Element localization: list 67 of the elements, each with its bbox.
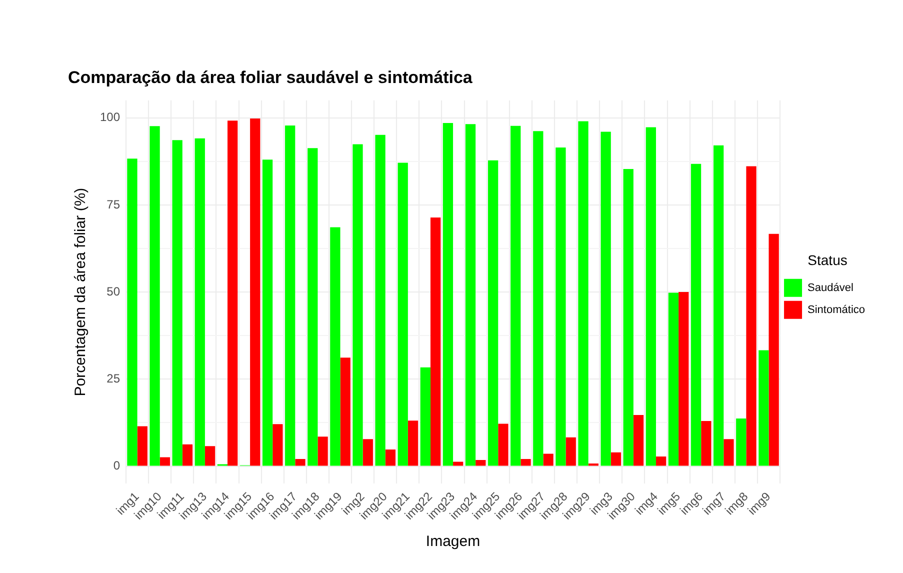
legend-title: Status bbox=[808, 252, 848, 268]
bar bbox=[160, 457, 170, 466]
bar bbox=[646, 127, 656, 466]
x-axis-title: Imagem bbox=[426, 533, 480, 550]
bar bbox=[262, 160, 273, 466]
bar bbox=[228, 120, 238, 466]
bar bbox=[420, 367, 430, 466]
bar bbox=[285, 125, 296, 466]
bar bbox=[678, 292, 689, 466]
bar bbox=[758, 350, 769, 466]
bar bbox=[588, 463, 598, 466]
bar bbox=[724, 439, 734, 466]
bar bbox=[308, 148, 318, 466]
bar bbox=[385, 450, 396, 466]
bar bbox=[318, 436, 328, 466]
bar bbox=[656, 456, 666, 466]
bar bbox=[768, 234, 779, 466]
bar bbox=[746, 166, 756, 466]
chart-title: Comparação da área foliar saudável e sintomática bbox=[68, 68, 473, 87]
bar bbox=[172, 140, 182, 466]
bar bbox=[137, 426, 148, 466]
bar bbox=[398, 162, 408, 466]
bar bbox=[714, 145, 724, 466]
bar bbox=[375, 134, 386, 466]
bar bbox=[488, 160, 498, 466]
bar bbox=[533, 131, 544, 466]
y-tick-label: 0 bbox=[113, 458, 120, 473]
bar bbox=[408, 420, 418, 466]
y-tick-label: 75 bbox=[106, 197, 120, 212]
bar bbox=[736, 418, 746, 466]
bar bbox=[668, 292, 679, 466]
bar bbox=[600, 132, 611, 466]
y-tick-label: 25 bbox=[106, 371, 120, 386]
bar bbox=[633, 415, 644, 466]
y-tick-label: 100 bbox=[100, 110, 120, 124]
bar bbox=[476, 460, 486, 466]
bar bbox=[362, 439, 373, 466]
bar bbox=[442, 123, 454, 466]
bar bbox=[690, 164, 702, 466]
bar bbox=[623, 169, 634, 466]
bar bbox=[701, 420, 712, 466]
y-tick-label: 50 bbox=[106, 284, 120, 298]
bar bbox=[566, 437, 576, 466]
bar bbox=[556, 147, 566, 466]
bar bbox=[204, 446, 216, 466]
bar bbox=[430, 217, 441, 466]
bar bbox=[498, 424, 508, 466]
bar bbox=[510, 126, 521, 466]
bar bbox=[182, 444, 193, 466]
bar bbox=[520, 458, 531, 466]
bar bbox=[453, 462, 464, 466]
bar bbox=[250, 118, 260, 466]
bar bbox=[295, 458, 306, 466]
bar bbox=[272, 424, 283, 466]
bar bbox=[150, 126, 160, 466]
bar bbox=[340, 358, 350, 466]
bar bbox=[127, 158, 138, 466]
bar bbox=[578, 121, 588, 466]
y-axis-title: Porcentagem da área foliar (%) bbox=[72, 188, 90, 396]
bar bbox=[465, 124, 476, 466]
legend-label: Saudável bbox=[808, 282, 854, 294]
bar bbox=[352, 144, 363, 466]
legend-label: Sintomático bbox=[808, 304, 866, 316]
bar bbox=[194, 138, 205, 466]
bar bbox=[610, 452, 622, 466]
bar bbox=[543, 454, 554, 466]
bar bbox=[330, 227, 340, 466]
